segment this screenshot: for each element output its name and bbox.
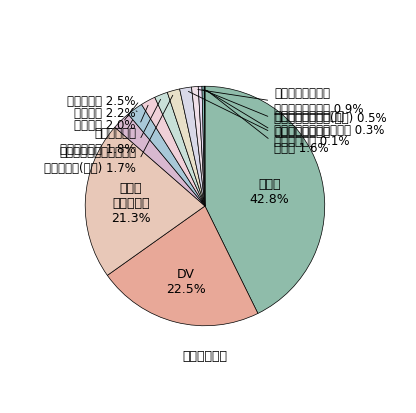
Text: いじめ・嫌がらせ(職場) 0.5%: いじめ・嫌がらせ(職場) 0.5%	[274, 112, 386, 125]
Text: 児童虐待 2.0%: 児童虐待 2.0%	[74, 119, 136, 132]
Wedge shape	[198, 87, 205, 206]
Wedge shape	[180, 88, 205, 206]
Text: 生命・
身体犯被害
21.3%: 生命・ 身体犯被害 21.3%	[111, 181, 151, 224]
Text: その他の被害者相談・
刑事手続・犯罪の
成否等 1.6%: その他の被害者相談・ 刑事手続・犯罪の 成否等 1.6%	[274, 110, 344, 155]
Wedge shape	[191, 87, 205, 206]
Wedge shape	[167, 90, 205, 206]
Text: 提供：法務省: 提供：法務省	[183, 349, 228, 362]
Wedge shape	[85, 128, 205, 276]
Wedge shape	[204, 87, 205, 206]
Wedge shape	[107, 206, 258, 326]
Wedge shape	[115, 115, 205, 206]
Text: セクシャル・
ハラスメント 1.8%: セクシャル・ ハラスメント 1.8%	[60, 126, 136, 155]
Wedge shape	[202, 87, 205, 206]
Wedge shape	[155, 93, 205, 206]
Text: 高齢者虐待・障害者虐待 0.3%: 高齢者虐待・障害者虐待 0.3%	[274, 123, 384, 137]
Text: 性被害
42.8%: 性被害 42.8%	[249, 178, 289, 206]
Text: 名誉毀損・プライバシー
侵害・差別(人権) 1.7%: 名誉毀損・プライバシー 侵害・差別(人権) 1.7%	[44, 145, 136, 174]
Text: ストーカー 2.5%: ストーカー 2.5%	[67, 95, 136, 108]
Text: DV
22.5%: DV 22.5%	[166, 268, 206, 296]
Wedge shape	[128, 105, 205, 206]
Wedge shape	[205, 87, 325, 313]
Text: 交通犯罪 2.2%: 交通犯罪 2.2%	[74, 107, 136, 120]
Text: 民事介入暴力 0.1%: 民事介入暴力 0.1%	[274, 134, 349, 147]
Wedge shape	[141, 98, 205, 206]
Text: いじめ・嫌がらせ
（こども・学生） 0.9%: いじめ・嫌がらせ （こども・学生） 0.9%	[274, 87, 364, 116]
